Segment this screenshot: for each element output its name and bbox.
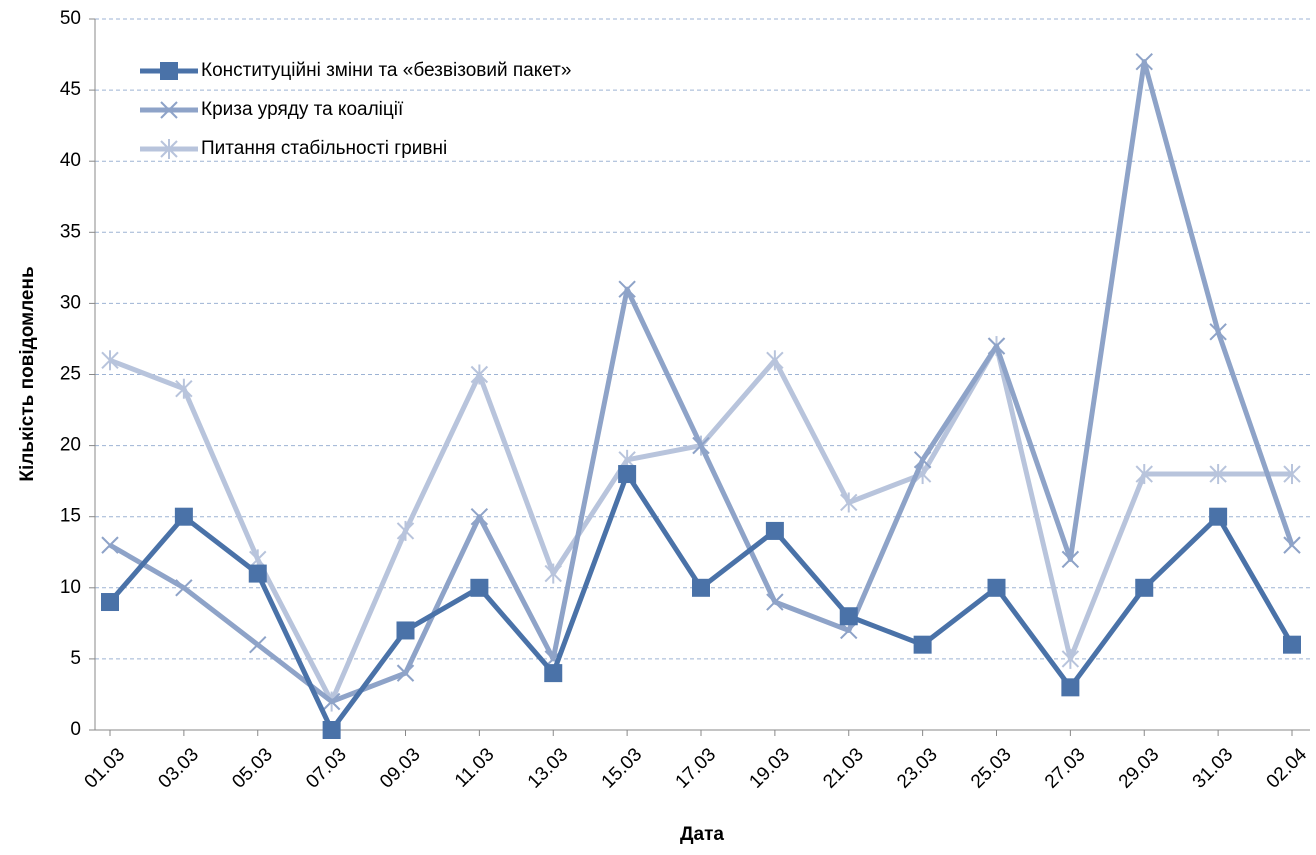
data-point (1283, 635, 1301, 654)
data-point (470, 578, 489, 597)
y-tick-label: 15 (60, 506, 81, 527)
y-axis-title: Кількість повідомлень (17, 266, 38, 481)
data-point (175, 579, 193, 597)
legend-label: Питання стабільності гривні (201, 138, 447, 159)
x-tick-label: 19.03 (745, 744, 793, 792)
data-point (175, 378, 193, 399)
x-tick-label: 07.03 (302, 744, 350, 792)
data-point (1209, 323, 1227, 341)
data-point (766, 350, 784, 371)
data-point (470, 364, 489, 385)
x-tick-label: 25.03 (967, 744, 1015, 792)
data-point (987, 337, 1006, 355)
data-point (1135, 464, 1153, 485)
marker-stroke (322, 692, 341, 711)
y-tick-label: 30 (60, 292, 81, 313)
y-tick-label: 45 (60, 79, 81, 100)
x-tick-label: 02.04 (1263, 744, 1312, 793)
y-tick-label: 5 (70, 648, 81, 669)
marker-stroke (987, 337, 1006, 355)
data-point (396, 664, 415, 682)
data-point (101, 350, 119, 371)
data-point (1135, 52, 1153, 71)
y-tick-label: 50 (60, 8, 81, 29)
x-tick-label: 23.03 (893, 744, 941, 792)
legend-label: Криза уряду та коаліції (201, 99, 404, 120)
marker-stroke (396, 664, 415, 682)
data-point (913, 635, 932, 654)
data-point (101, 593, 119, 612)
data-point (1209, 464, 1227, 485)
data-point (1283, 536, 1301, 554)
marker-stroke (101, 536, 119, 554)
marker-stroke (175, 579, 193, 597)
y-tick-label: 35 (60, 221, 81, 242)
data-point (322, 721, 341, 739)
data-point (1061, 550, 1080, 569)
data-point (396, 520, 415, 541)
data-point (544, 664, 563, 683)
data-point (987, 578, 1006, 597)
y-tick-label: 20 (60, 435, 81, 456)
data-point (101, 536, 119, 554)
data-point (322, 692, 341, 711)
marker-stroke (249, 635, 267, 654)
data-point (692, 436, 710, 455)
data-point (692, 578, 710, 597)
x-tick-label: 27.03 (1041, 744, 1089, 792)
data-point (1283, 464, 1301, 485)
marker-stroke (470, 507, 489, 526)
data-point (839, 607, 858, 626)
y-tick-label: 40 (60, 150, 81, 171)
marker-stroke (160, 101, 178, 119)
x-tick-label: 15.03 (598, 744, 646, 792)
x-tick-label: 29.03 (1115, 744, 1163, 792)
x-tick-label: 01.03 (81, 744, 129, 792)
data-point (174, 507, 193, 526)
x-tick-label: 13.03 (524, 744, 572, 792)
x-tick-label: 05.03 (228, 744, 276, 792)
data-point (1135, 578, 1154, 597)
y-tick-label: 10 (60, 577, 81, 598)
data-point (544, 563, 562, 584)
marker-stroke (1209, 323, 1227, 341)
data-point (766, 593, 784, 611)
x-tick-label: 03.03 (154, 744, 202, 792)
marker-stroke (692, 436, 710, 455)
marker-stroke (1061, 550, 1080, 569)
y-tick-label: 0 (70, 719, 81, 740)
data-point (618, 465, 637, 484)
legend-marker (160, 139, 178, 159)
x-tick-label: 31.03 (1189, 744, 1237, 792)
x-tick-label: 11.03 (451, 744, 498, 791)
marker-stroke (618, 280, 636, 298)
data-point (248, 564, 267, 583)
data-point (1209, 507, 1228, 526)
data-point (765, 521, 784, 540)
series-line (109, 343, 1292, 705)
series-line (108, 471, 1295, 733)
data-point (396, 621, 415, 640)
legend-marker (160, 101, 178, 119)
data-point (1061, 678, 1080, 697)
y-tick-label: 25 (60, 364, 81, 385)
data-point (840, 492, 858, 513)
data-point (913, 451, 932, 469)
data-point (249, 635, 267, 654)
marker-stroke (766, 593, 784, 611)
data-point (618, 280, 636, 298)
x-tick-label: 21.03 (819, 744, 867, 792)
marker-stroke (1283, 536, 1301, 554)
x-axis-title: Дата (680, 824, 724, 845)
legend-label: Конституційні зміни та «безвізовий пакет… (201, 60, 571, 81)
marker-stroke (1135, 52, 1153, 71)
x-tick-label: 09.03 (376, 744, 424, 792)
data-point (470, 507, 489, 526)
data-point (1061, 648, 1080, 669)
legend-marker (160, 62, 178, 80)
marker-stroke (913, 451, 932, 469)
x-tick-label: 17.03 (672, 744, 720, 792)
